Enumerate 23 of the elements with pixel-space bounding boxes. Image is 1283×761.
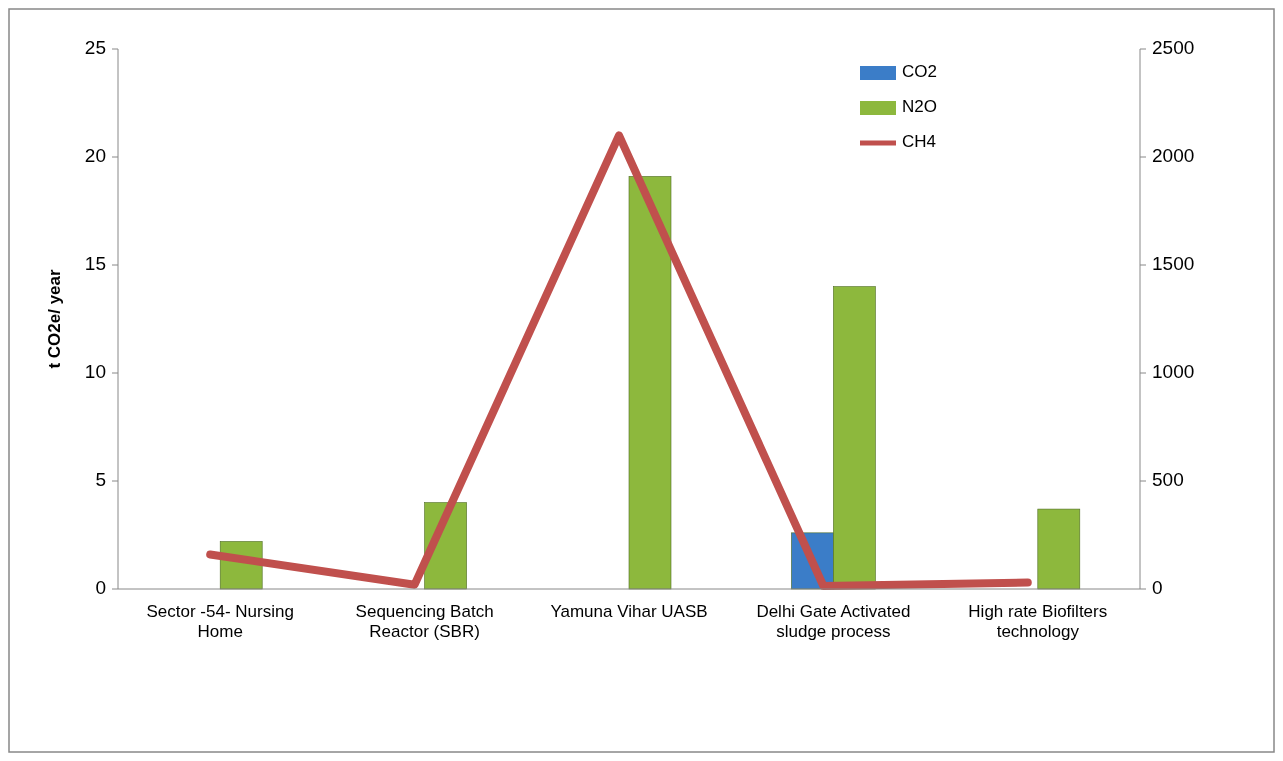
x-tick-label: Yamuna Vihar UASB <box>550 602 708 621</box>
y-tick-label: 20 <box>84 145 106 167</box>
legend-label: CH4 <box>902 132 937 152</box>
y-tick-label: 5 <box>95 469 106 491</box>
bar <box>1037 508 1081 590</box>
x-tick-label: Delhi Gate Activated sludge process <box>756 602 911 641</box>
y2-tick-label: 1500 <box>1152 253 1195 275</box>
bar <box>628 176 672 590</box>
y2-tick-label: 2500 <box>1152 37 1195 59</box>
x-tick-label: High rate Biofilters technology <box>968 602 1108 641</box>
x-tick-label: Sequencing Batch Reactor (SBR) <box>355 602 494 641</box>
legend-label: CO2 <box>902 62 937 82</box>
y-tick-label: 10 <box>84 361 106 383</box>
y2-tick-label: 1000 <box>1152 361 1195 383</box>
y2-tick-label: 500 <box>1152 469 1184 491</box>
y-tick-label: 15 <box>84 253 106 275</box>
y-tick-label: 0 <box>95 577 106 599</box>
x-tick-label: Sector -54- Nursing Home <box>146 602 294 641</box>
y-axis-title: t CO2e/ year <box>45 269 64 369</box>
legend-label: N2O <box>902 97 937 117</box>
y2-tick-label: 2000 <box>1152 145 1195 167</box>
y-tick-label: 25 <box>84 37 106 59</box>
y2-tick-label: 0 <box>1152 577 1163 599</box>
